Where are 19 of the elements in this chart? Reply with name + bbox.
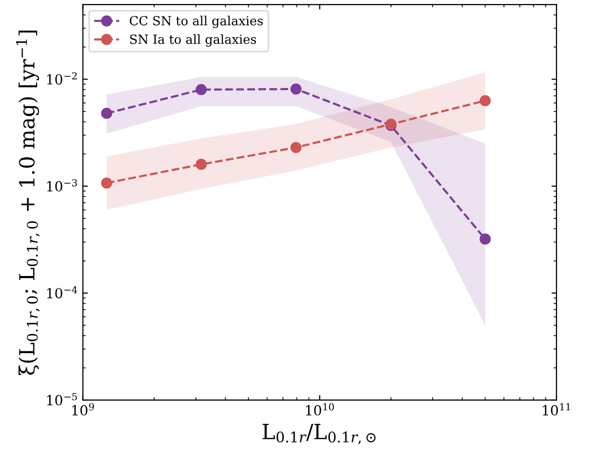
- point: [480, 234, 491, 245]
- point: [101, 177, 112, 189]
- y-tick-label: 10$^{−2}$: [47, 72, 77, 85]
- point: [290, 142, 302, 154]
- y-tick-label: 10$^{−4}$: [47, 286, 78, 298]
- point: [196, 84, 207, 96]
- x-axis-title: L$_{0.1r}$/L$_{0.1r,⊙}$: [262, 424, 376, 444]
- legend-label: SN Ia to all galaxies: [130, 34, 256, 47]
- point: [480, 95, 491, 106]
- y-tick-label: 10$^{−3}$: [47, 179, 77, 192]
- x-tick-label: 10$^{11}$: [542, 403, 570, 416]
- x-tick-label: 10$^{10}$: [306, 403, 334, 416]
- point: [101, 108, 112, 119]
- legend-label: CC SN to all galaxies: [130, 16, 263, 28]
- y-axis-title: ξ(L$_{0.1r,0}$; L$_{0.1r,0}$ + 1.0 mag) [yr$^{−1}$]: [16, 30, 40, 375]
- x-tick-label: 10$^{9}$: [72, 403, 94, 416]
- y-tick-label: 10$^{−5}$: [47, 393, 77, 406]
- point: [290, 83, 302, 95]
- point: [196, 158, 207, 170]
